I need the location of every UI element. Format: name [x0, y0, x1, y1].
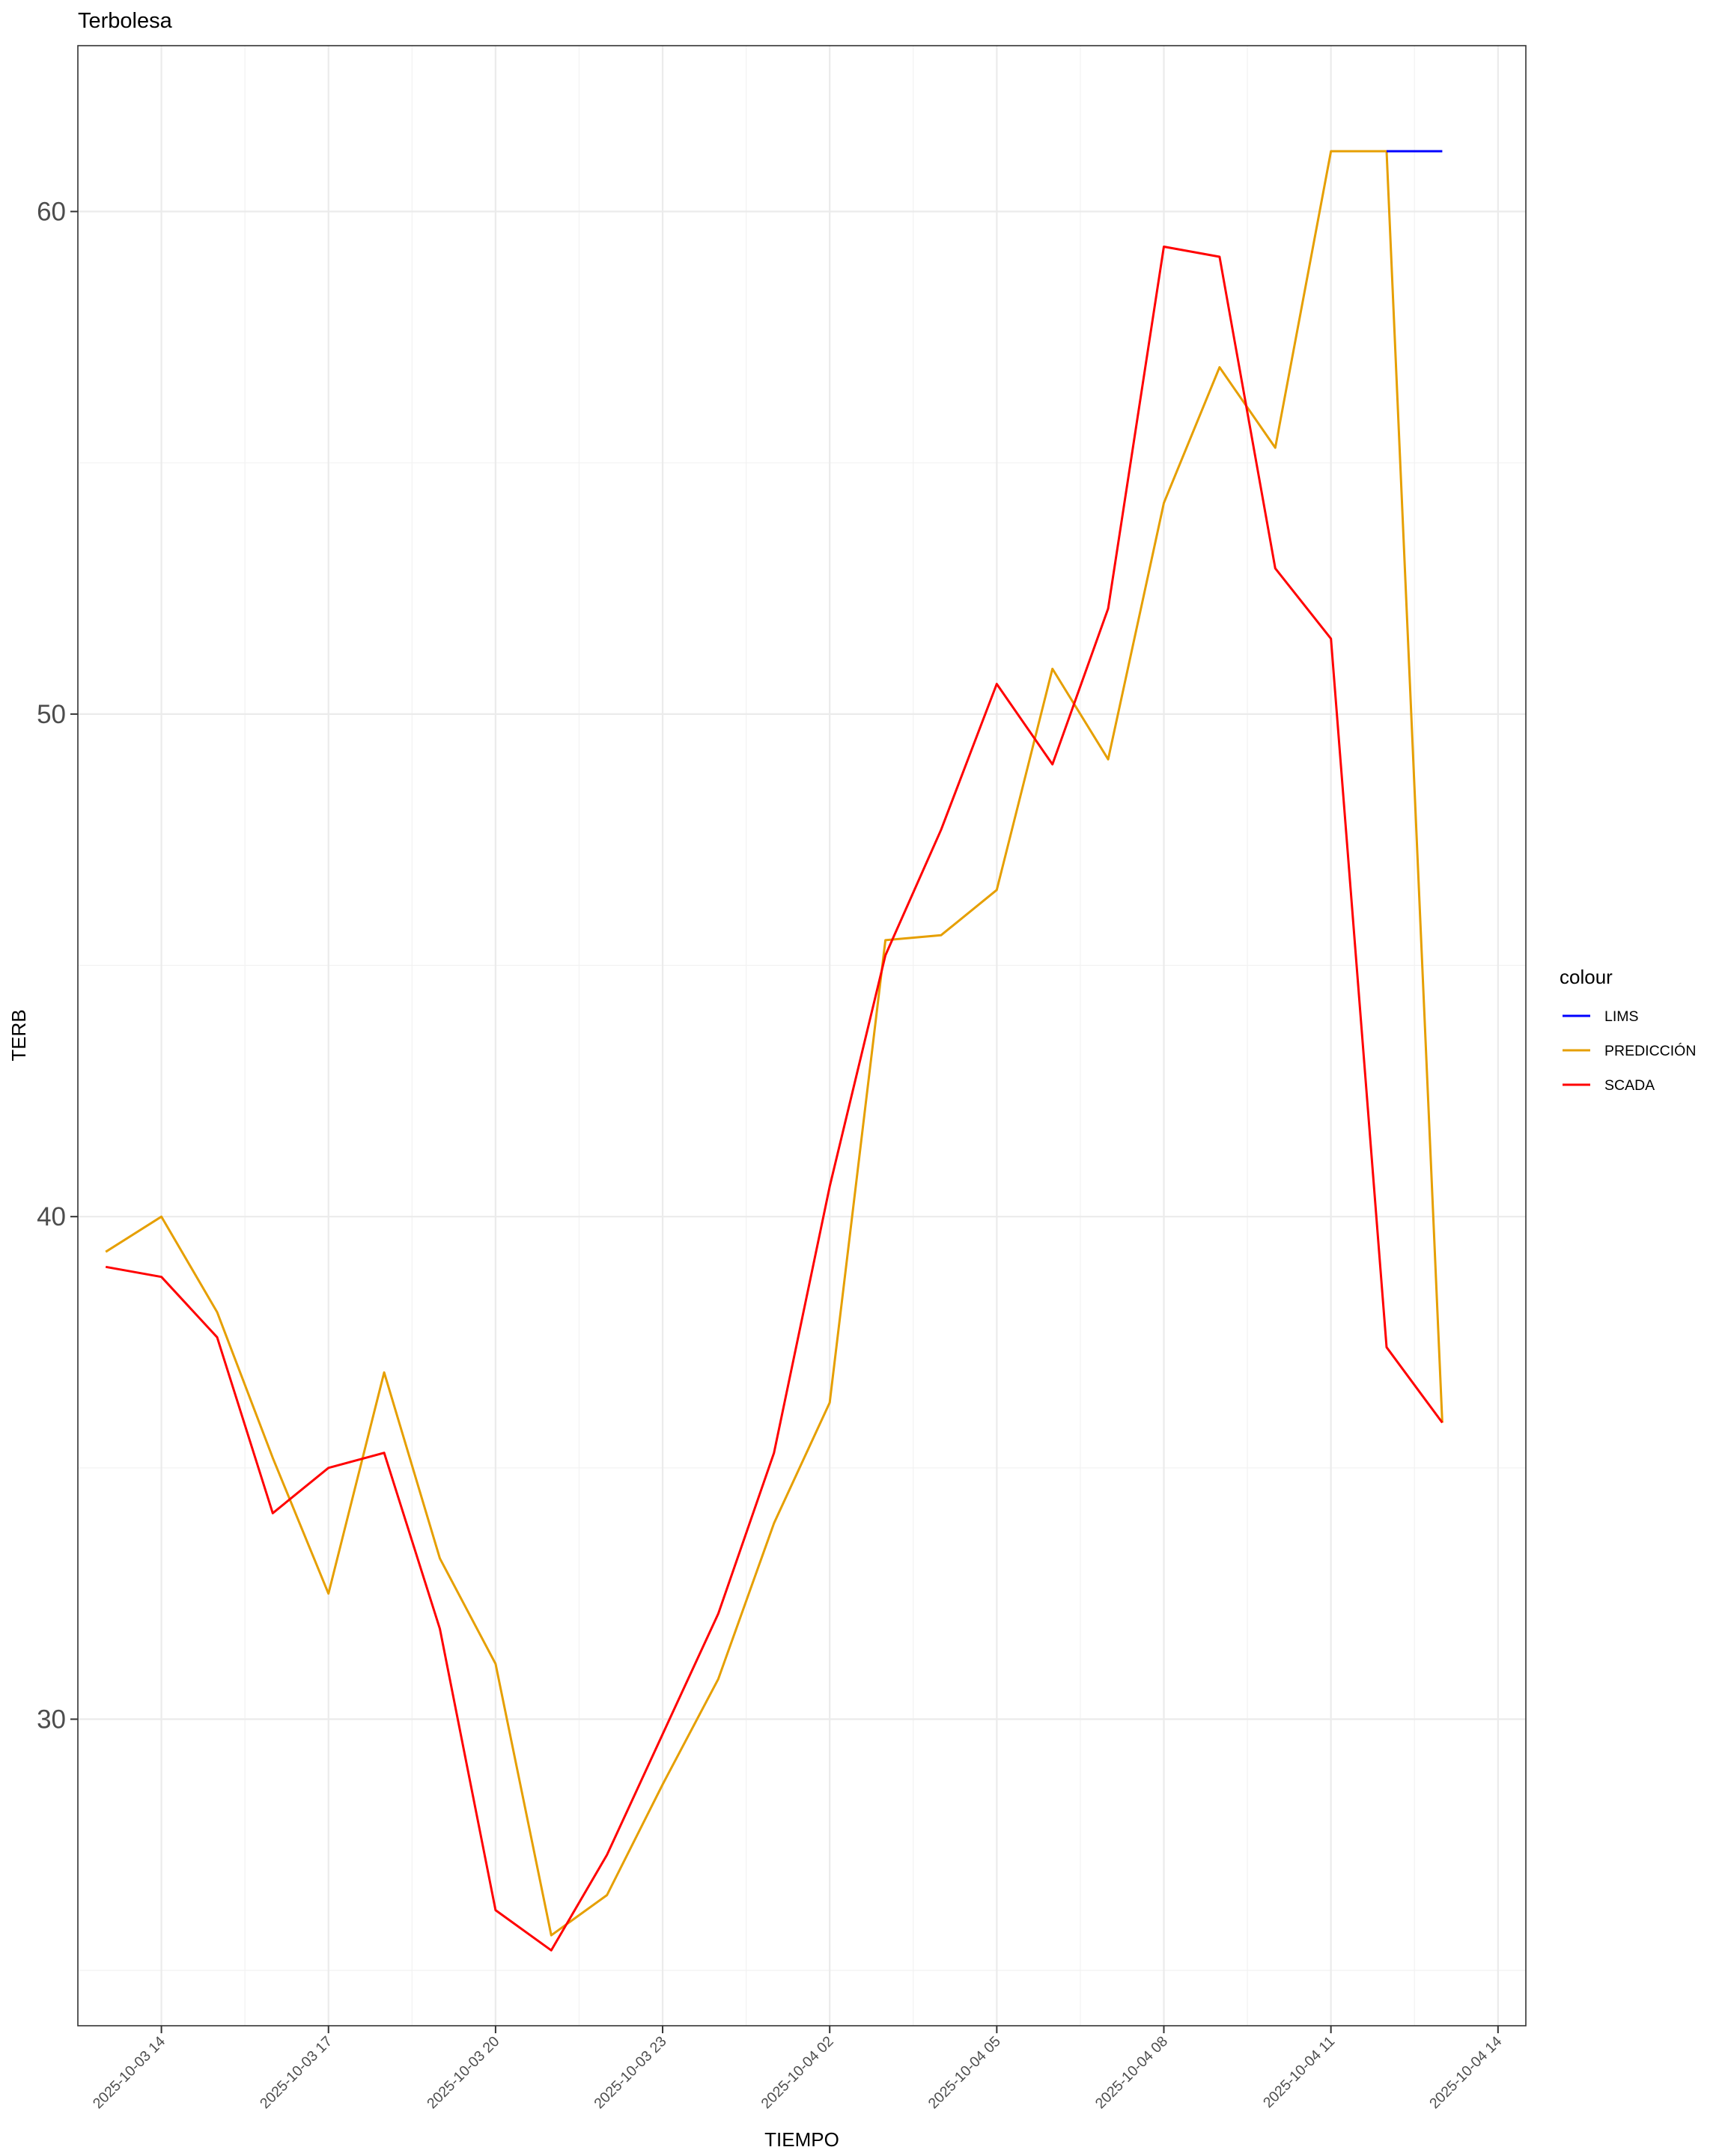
legend-label-scada: SCADA	[1604, 1077, 1655, 1094]
x-tick-label: 2025-10-04 05	[925, 2033, 1004, 2112]
series-line-scada	[105, 246, 1443, 1952]
x-tick-label: 2025-10-03 20	[424, 2033, 502, 2112]
legend-label-prediccion: PREDICCIÓN	[1604, 1042, 1696, 1059]
y-tick-label: 40	[37, 1202, 66, 1231]
y-tick-label: 60	[37, 198, 66, 227]
series-line-prediccion	[105, 150, 1443, 1937]
x-tick-label: 2025-10-04 14	[1426, 2033, 1505, 2112]
legend: colour LIMS PREDICCIÓN SCADA	[1560, 966, 1696, 1094]
plot-series	[105, 150, 1443, 1952]
y-tick-label: 30	[37, 1705, 66, 1734]
grid-lines	[77, 46, 1526, 2026]
legend-title: colour	[1560, 966, 1613, 988]
x-tick-label: 2025-10-03 17	[257, 2033, 335, 2112]
legend-items: LIMS PREDICCIÓN SCADA	[1563, 1008, 1696, 1094]
x-tick-label: 2025-10-04 11	[1260, 2033, 1338, 2111]
legend-label-lims: LIMS	[1604, 1008, 1639, 1025]
x-tick-label: 2025-10-03 23	[591, 2033, 669, 2112]
x-tick-label: 2025-10-03 14	[90, 2033, 168, 2112]
y-axis: 30 40 50 60	[37, 198, 78, 1734]
chart-title: Terbolesa	[78, 9, 173, 33]
x-axis: 2025-10-03 14 2025-10-03 17 2025-10-03 20 2…	[90, 2026, 1505, 2112]
x-tick-label: 2025-10-04 02	[758, 2033, 836, 2112]
plot-panel-border	[77, 45, 1527, 2026]
x-tick-label: 2025-10-04 08	[1092, 2033, 1171, 2112]
y-tick-label: 50	[37, 700, 66, 729]
x-axis-title: TIEMPO	[764, 2128, 839, 2151]
y-axis-title: TERB	[7, 1009, 30, 1061]
